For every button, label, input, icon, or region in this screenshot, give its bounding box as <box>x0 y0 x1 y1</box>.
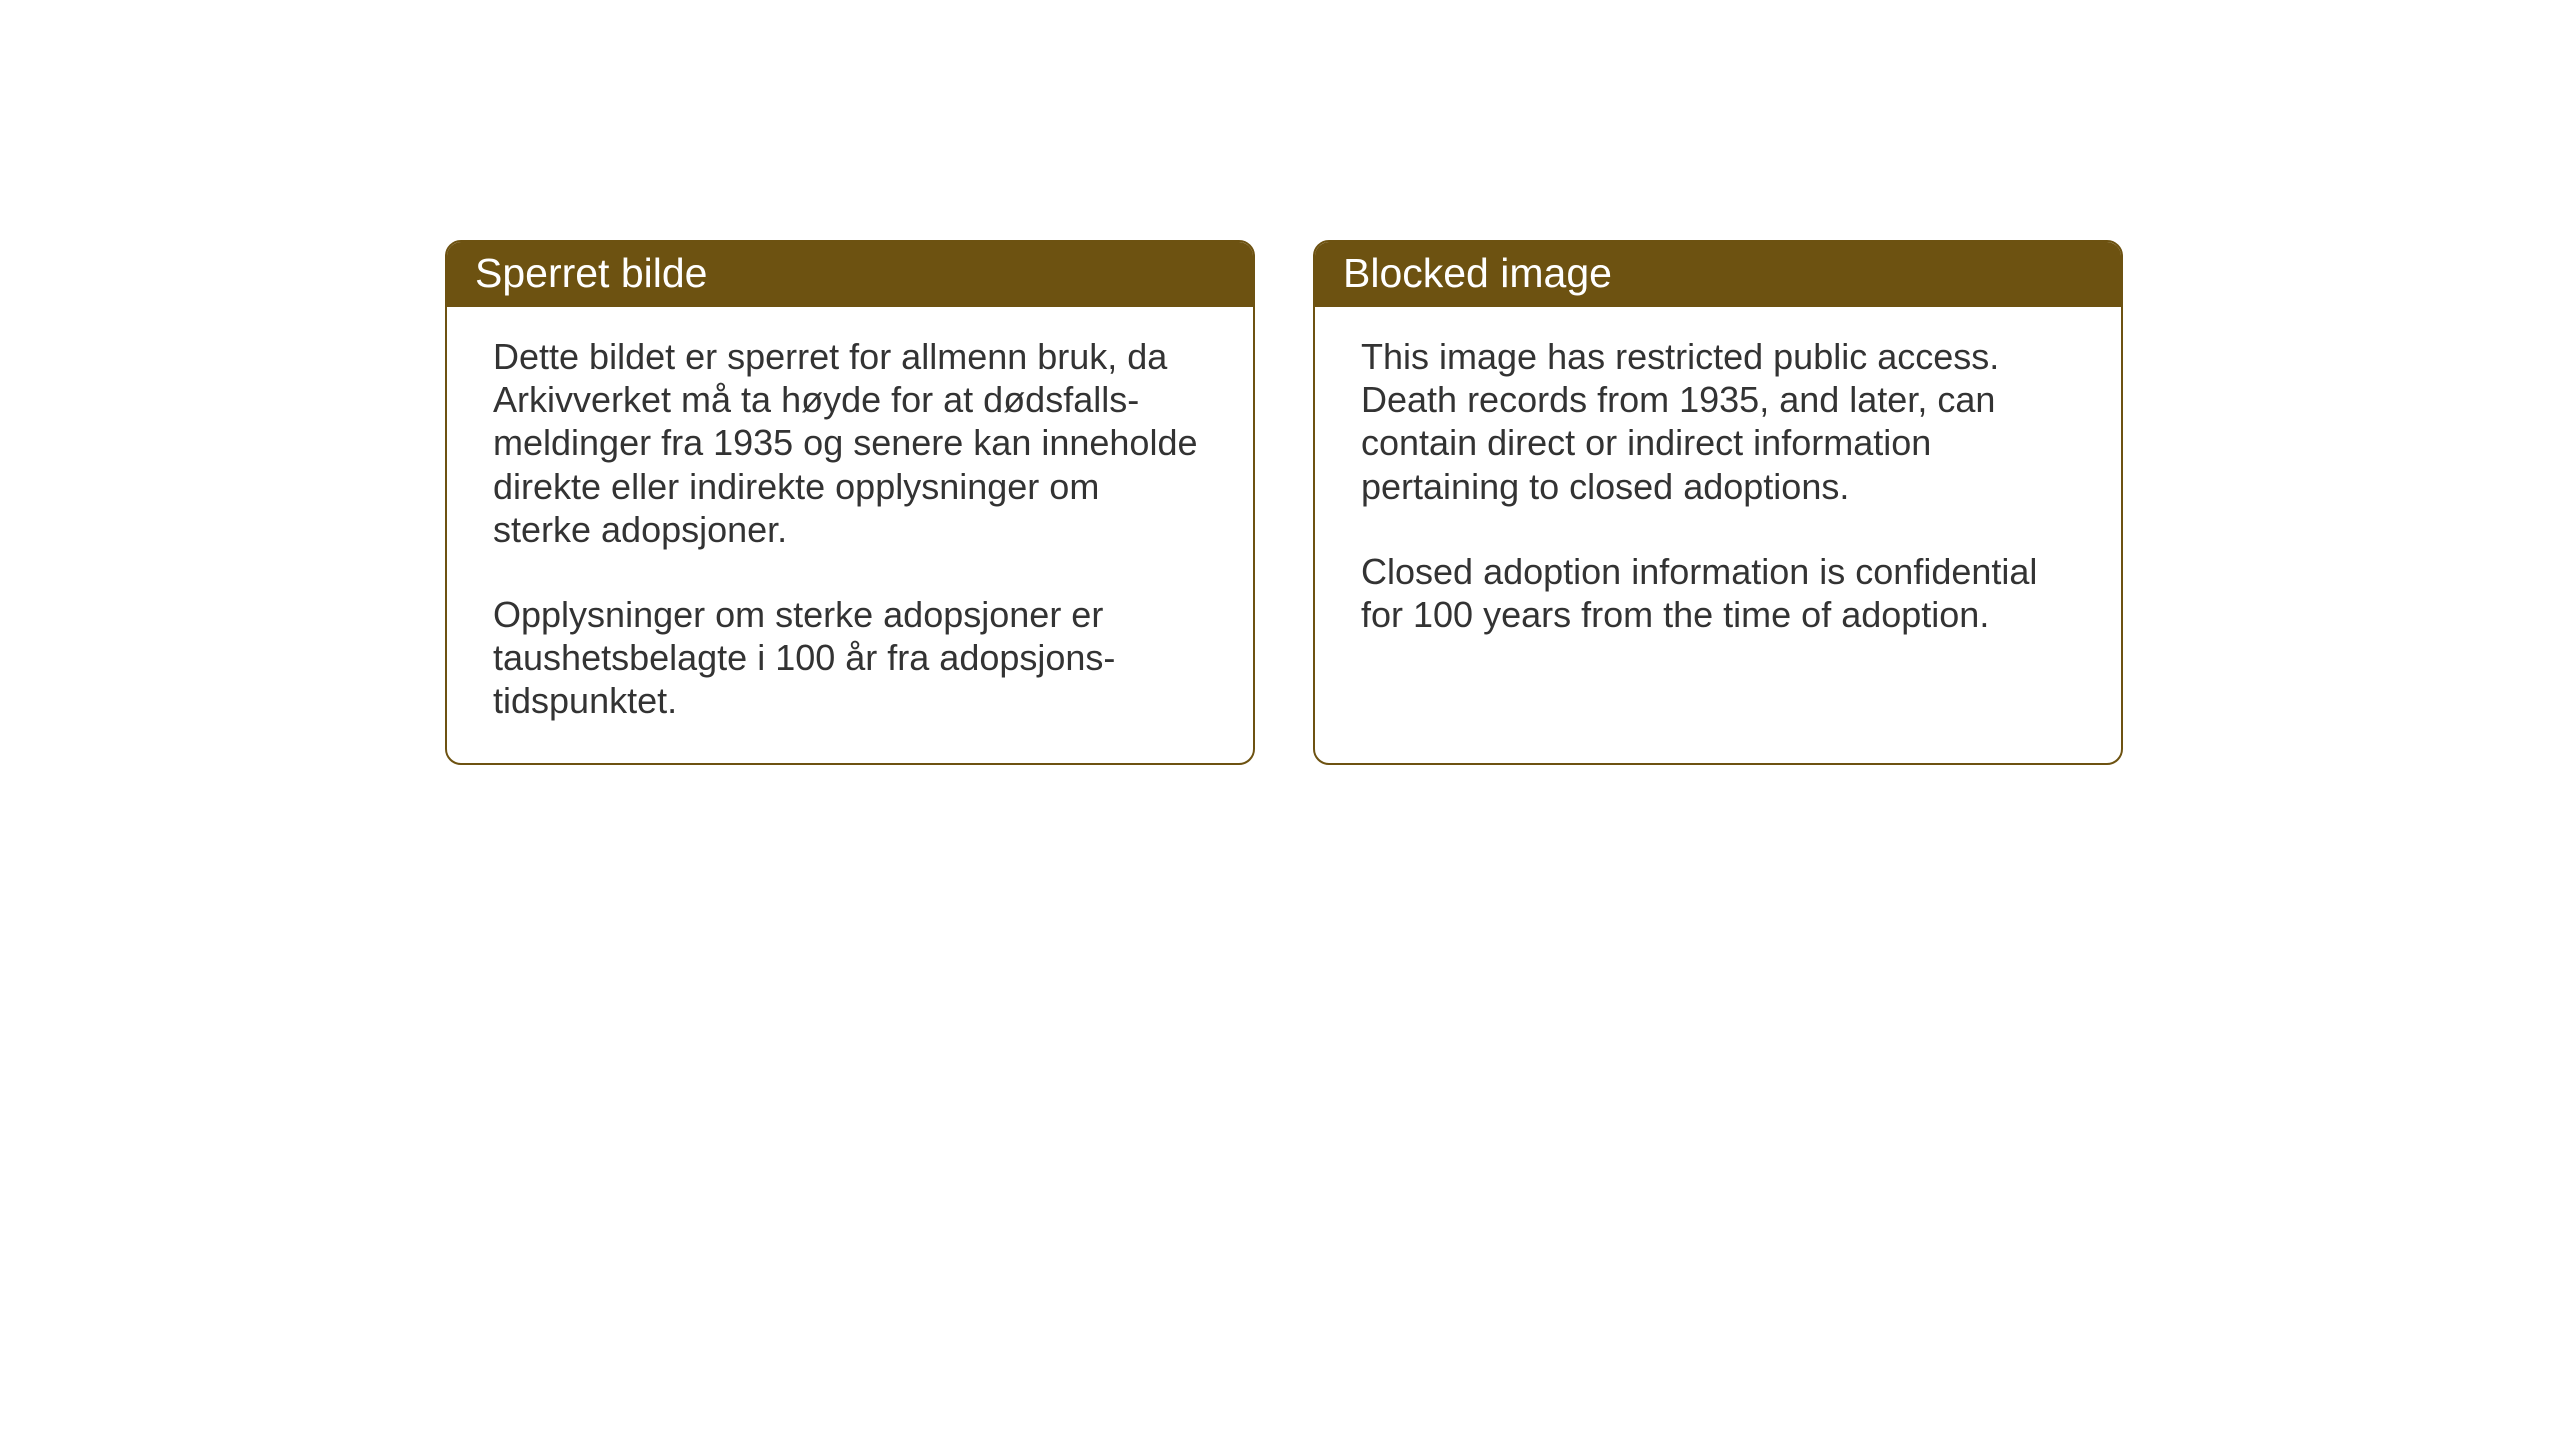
card-paragraph: Closed adoption information is confident… <box>1361 550 2075 636</box>
notice-card-english: Blocked image This image has restricted … <box>1313 240 2123 765</box>
card-header-english: Blocked image <box>1315 242 2121 307</box>
card-paragraph: This image has restricted public access.… <box>1361 335 2075 508</box>
notice-card-norwegian: Sperret bilde Dette bildet er sperret fo… <box>445 240 1255 765</box>
card-body-english: This image has restricted public access.… <box>1315 307 2121 727</box>
card-paragraph: Opplysninger om sterke adopsjoner er tau… <box>493 593 1207 723</box>
card-paragraph: Dette bildet er sperret for allmenn bruk… <box>493 335 1207 551</box>
notice-cards-container: Sperret bilde Dette bildet er sperret fo… <box>445 240 2123 765</box>
card-header-norwegian: Sperret bilde <box>447 242 1253 307</box>
card-body-norwegian: Dette bildet er sperret for allmenn bruk… <box>447 307 1253 763</box>
